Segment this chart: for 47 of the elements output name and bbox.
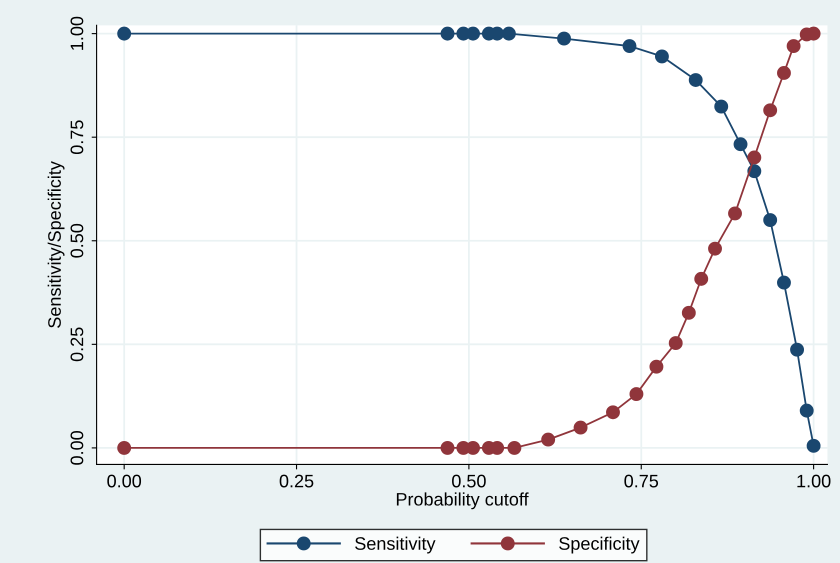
x-tick-label: 0.50 bbox=[452, 474, 486, 488]
point bbox=[728, 206, 742, 220]
point bbox=[502, 26, 516, 41]
legend-label: Specificity bbox=[559, 536, 640, 554]
point bbox=[622, 39, 636, 53]
point bbox=[747, 150, 762, 164]
legend-label: Sensitivity bbox=[355, 536, 436, 554]
point bbox=[786, 39, 801, 53]
point bbox=[507, 440, 522, 455]
point bbox=[694, 272, 708, 286]
point bbox=[629, 387, 644, 401]
point bbox=[466, 26, 480, 41]
point bbox=[763, 213, 778, 227]
point bbox=[682, 306, 696, 320]
point bbox=[668, 336, 683, 350]
point bbox=[649, 360, 664, 374]
y-tick-label: 0.00 bbox=[70, 431, 84, 465]
point bbox=[654, 49, 669, 64]
point bbox=[777, 276, 791, 290]
point bbox=[708, 242, 722, 256]
x-tick-label: 0.75 bbox=[624, 474, 658, 488]
x-axis-title: Probability cutoff bbox=[396, 492, 529, 510]
point bbox=[806, 438, 821, 453]
x-tick-label: 1.00 bbox=[797, 474, 830, 488]
point bbox=[734, 137, 748, 152]
point bbox=[714, 100, 728, 114]
point bbox=[790, 342, 804, 357]
point bbox=[800, 404, 814, 418]
y-tick-label: 0.75 bbox=[70, 120, 84, 154]
y-tick-label: 0.25 bbox=[70, 328, 84, 362]
y-axis-title: Sensitivity/Specificity bbox=[48, 161, 64, 328]
point bbox=[541, 432, 556, 447]
point bbox=[440, 440, 454, 455]
point bbox=[117, 26, 132, 41]
point bbox=[688, 73, 703, 87]
point bbox=[763, 103, 778, 118]
y-tick-label: 1.00 bbox=[70, 16, 84, 50]
point bbox=[606, 405, 620, 420]
y-tick-label: 0.50 bbox=[70, 224, 84, 258]
point bbox=[777, 66, 791, 80]
point bbox=[117, 440, 132, 455]
point bbox=[466, 440, 480, 455]
point bbox=[574, 420, 588, 435]
point bbox=[440, 26, 454, 41]
x-tick-label: 0.00 bbox=[107, 474, 142, 488]
point bbox=[557, 32, 571, 46]
x-tick-label: 0.25 bbox=[280, 474, 314, 488]
